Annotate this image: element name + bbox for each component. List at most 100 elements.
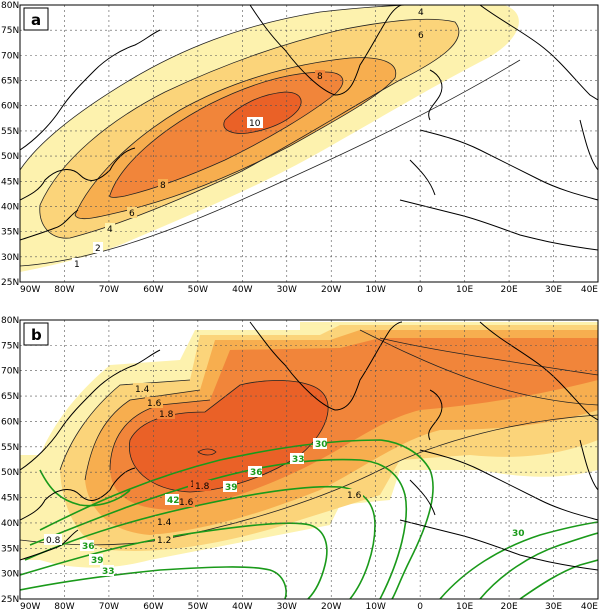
panel-a-grid [20,5,598,282]
lat-tick-label: 65N [1,392,19,402]
lat-tick-label: 70N [1,367,19,377]
contour-label: 6 [129,209,135,219]
panel-a-label-box [23,7,49,31]
panel-b-label-box [23,322,49,346]
panel-b-coastlines [20,321,598,571]
panel-a-contour-labels: 1 2 4 6 8 10 8 6 4 [72,6,426,270]
lon-tick-label: 40E [581,602,598,612]
lon-tick-label: 0 [417,602,423,612]
panel-b-green-labels: 30 33 36 39 42 36 39 30 33 [80,438,525,577]
lat-tick-label: 55N [1,127,19,137]
lon-tick-label: 10W [366,602,386,612]
green-contour-label: 42 [167,496,180,506]
lat-tick-label: 60N [1,102,19,112]
contour-label: 8 [317,72,323,82]
lat-tick-label: 75N [1,26,19,36]
lon-tick-label: 30W [277,285,297,295]
green-contour-label: 36 [82,542,95,552]
lat-tick-label: 30N [1,253,19,263]
lon-tick-label: 10E [456,285,473,295]
contour-label: 1.8 [159,410,174,420]
lon-tick-label: 80W [54,285,74,295]
lon-tick-label: 70W [99,285,119,295]
lon-tick-label: 20E [501,602,518,612]
contour-label: 1.8 [195,482,210,492]
lat-tick-label: 65N [1,77,19,87]
lat-tick-label: 80N [1,316,19,326]
contour-label: 2 [95,244,101,254]
contour-label: 4 [107,225,113,235]
panel-b: 0.8 1.2 1.4 1.6 1.8 1.4 1.6 1.8 1.8 1.6 [1,316,599,612]
contour-label: 1.6 [179,498,194,508]
contour-label: 1 [74,260,80,270]
lat-tick-label: 40N [1,519,19,529]
panel-a-coastlines [20,5,598,251]
lat-tick-label: 40N [1,202,19,212]
panel-a-frame [19,4,599,283]
lon-tick-label: 30E [545,602,562,612]
contour-label: 1.4 [135,385,150,395]
contour-label: 1.4 [157,518,172,528]
green-contour-label: 39 [225,483,238,493]
contour-label: 8 [160,181,166,191]
panel-a: 1 2 4 6 8 10 8 6 4 90W 80W 70W 60W 50W 40W 30W… [1,1,599,295]
contour-label: 1.2 [157,536,171,546]
panel-b-label: b [31,326,42,344]
lat-tick-label: 25N [1,595,19,605]
lon-tick-label: 40W [232,602,252,612]
panel-a-ticks: 90W 80W 70W 60W 50W 40W 30W 20W 10W 0 10E 20E 30E 40E… [1,1,598,295]
panel-b-green-contours [20,439,598,599]
panel-a-contour-lines [20,5,521,267]
lat-tick-label: 25N [1,278,19,288]
panel-b-frame [19,319,599,600]
lat-tick-label: 80N [1,1,19,11]
contour-label: 6 [418,31,424,41]
green-contour-label: 36 [250,468,263,478]
lon-tick-label: 60W [143,602,163,612]
panel-b-ticks: 90W 80W 70W 60W 50W 40W 30W 20W 10W 0 10E 20E 30E 40E… [1,316,598,612]
lat-tick-label: 70N [1,51,19,61]
panel-a-plot: 1 2 4 6 8 10 8 6 4 [20,5,598,282]
green-contour-label: 30 [512,529,525,539]
contour-label: 10 [249,119,261,129]
lon-tick-label: 50W [188,602,208,612]
lon-tick-label: 40W [232,285,252,295]
lat-tick-label: 55N [1,443,19,453]
lat-tick-label: 75N [1,341,19,351]
lat-tick-label: 60N [1,417,19,427]
lon-tick-label: 70W [99,602,119,612]
lon-tick-label: 90W [20,285,40,295]
lat-tick-label: 35N [1,544,19,554]
lon-tick-label: 0 [417,285,423,295]
contour-label: 0.8 [46,536,61,546]
lat-tick-label: 45N [1,494,19,504]
lat-tick-label: 30N [1,570,19,580]
lon-tick-label: 40E [581,285,598,295]
lon-tick-label: 20W [321,602,341,612]
panel-b-plot: 0.8 1.2 1.4 1.6 1.8 1.4 1.6 1.8 1.8 1.6 [20,320,598,599]
lat-tick-label: 50N [1,468,19,478]
lat-tick-label: 35N [1,228,19,238]
green-contour-label: 33 [292,455,305,465]
lon-tick-label: 60W [143,285,163,295]
green-contour-label: 33 [102,567,115,577]
panel-a-label: a [31,11,41,29]
lon-tick-label: 80W [54,602,74,612]
lon-tick-label: 10E [456,602,473,612]
lon-tick-label: 90W [20,602,40,612]
fill-level-5 [223,92,302,134]
contour-label: 4 [418,8,424,18]
panel-b-contour-labels: 0.8 1.2 1.4 1.6 1.8 1.4 1.6 1.8 1.8 1.6 [44,383,363,546]
contour-label: 1.6 [147,399,162,409]
green-contour-label: 30 [315,440,328,450]
lat-tick-label: 45N [1,177,19,187]
lon-tick-label: 20W [321,285,341,295]
lon-tick-label: 50W [188,285,208,295]
lon-tick-label: 20E [501,285,518,295]
lon-tick-label: 30W [277,602,297,612]
panel-b-grid [20,320,598,599]
lat-tick-label: 50N [1,152,19,162]
contour-label: 1.6 [347,491,362,501]
lon-tick-label: 10W [366,285,386,295]
